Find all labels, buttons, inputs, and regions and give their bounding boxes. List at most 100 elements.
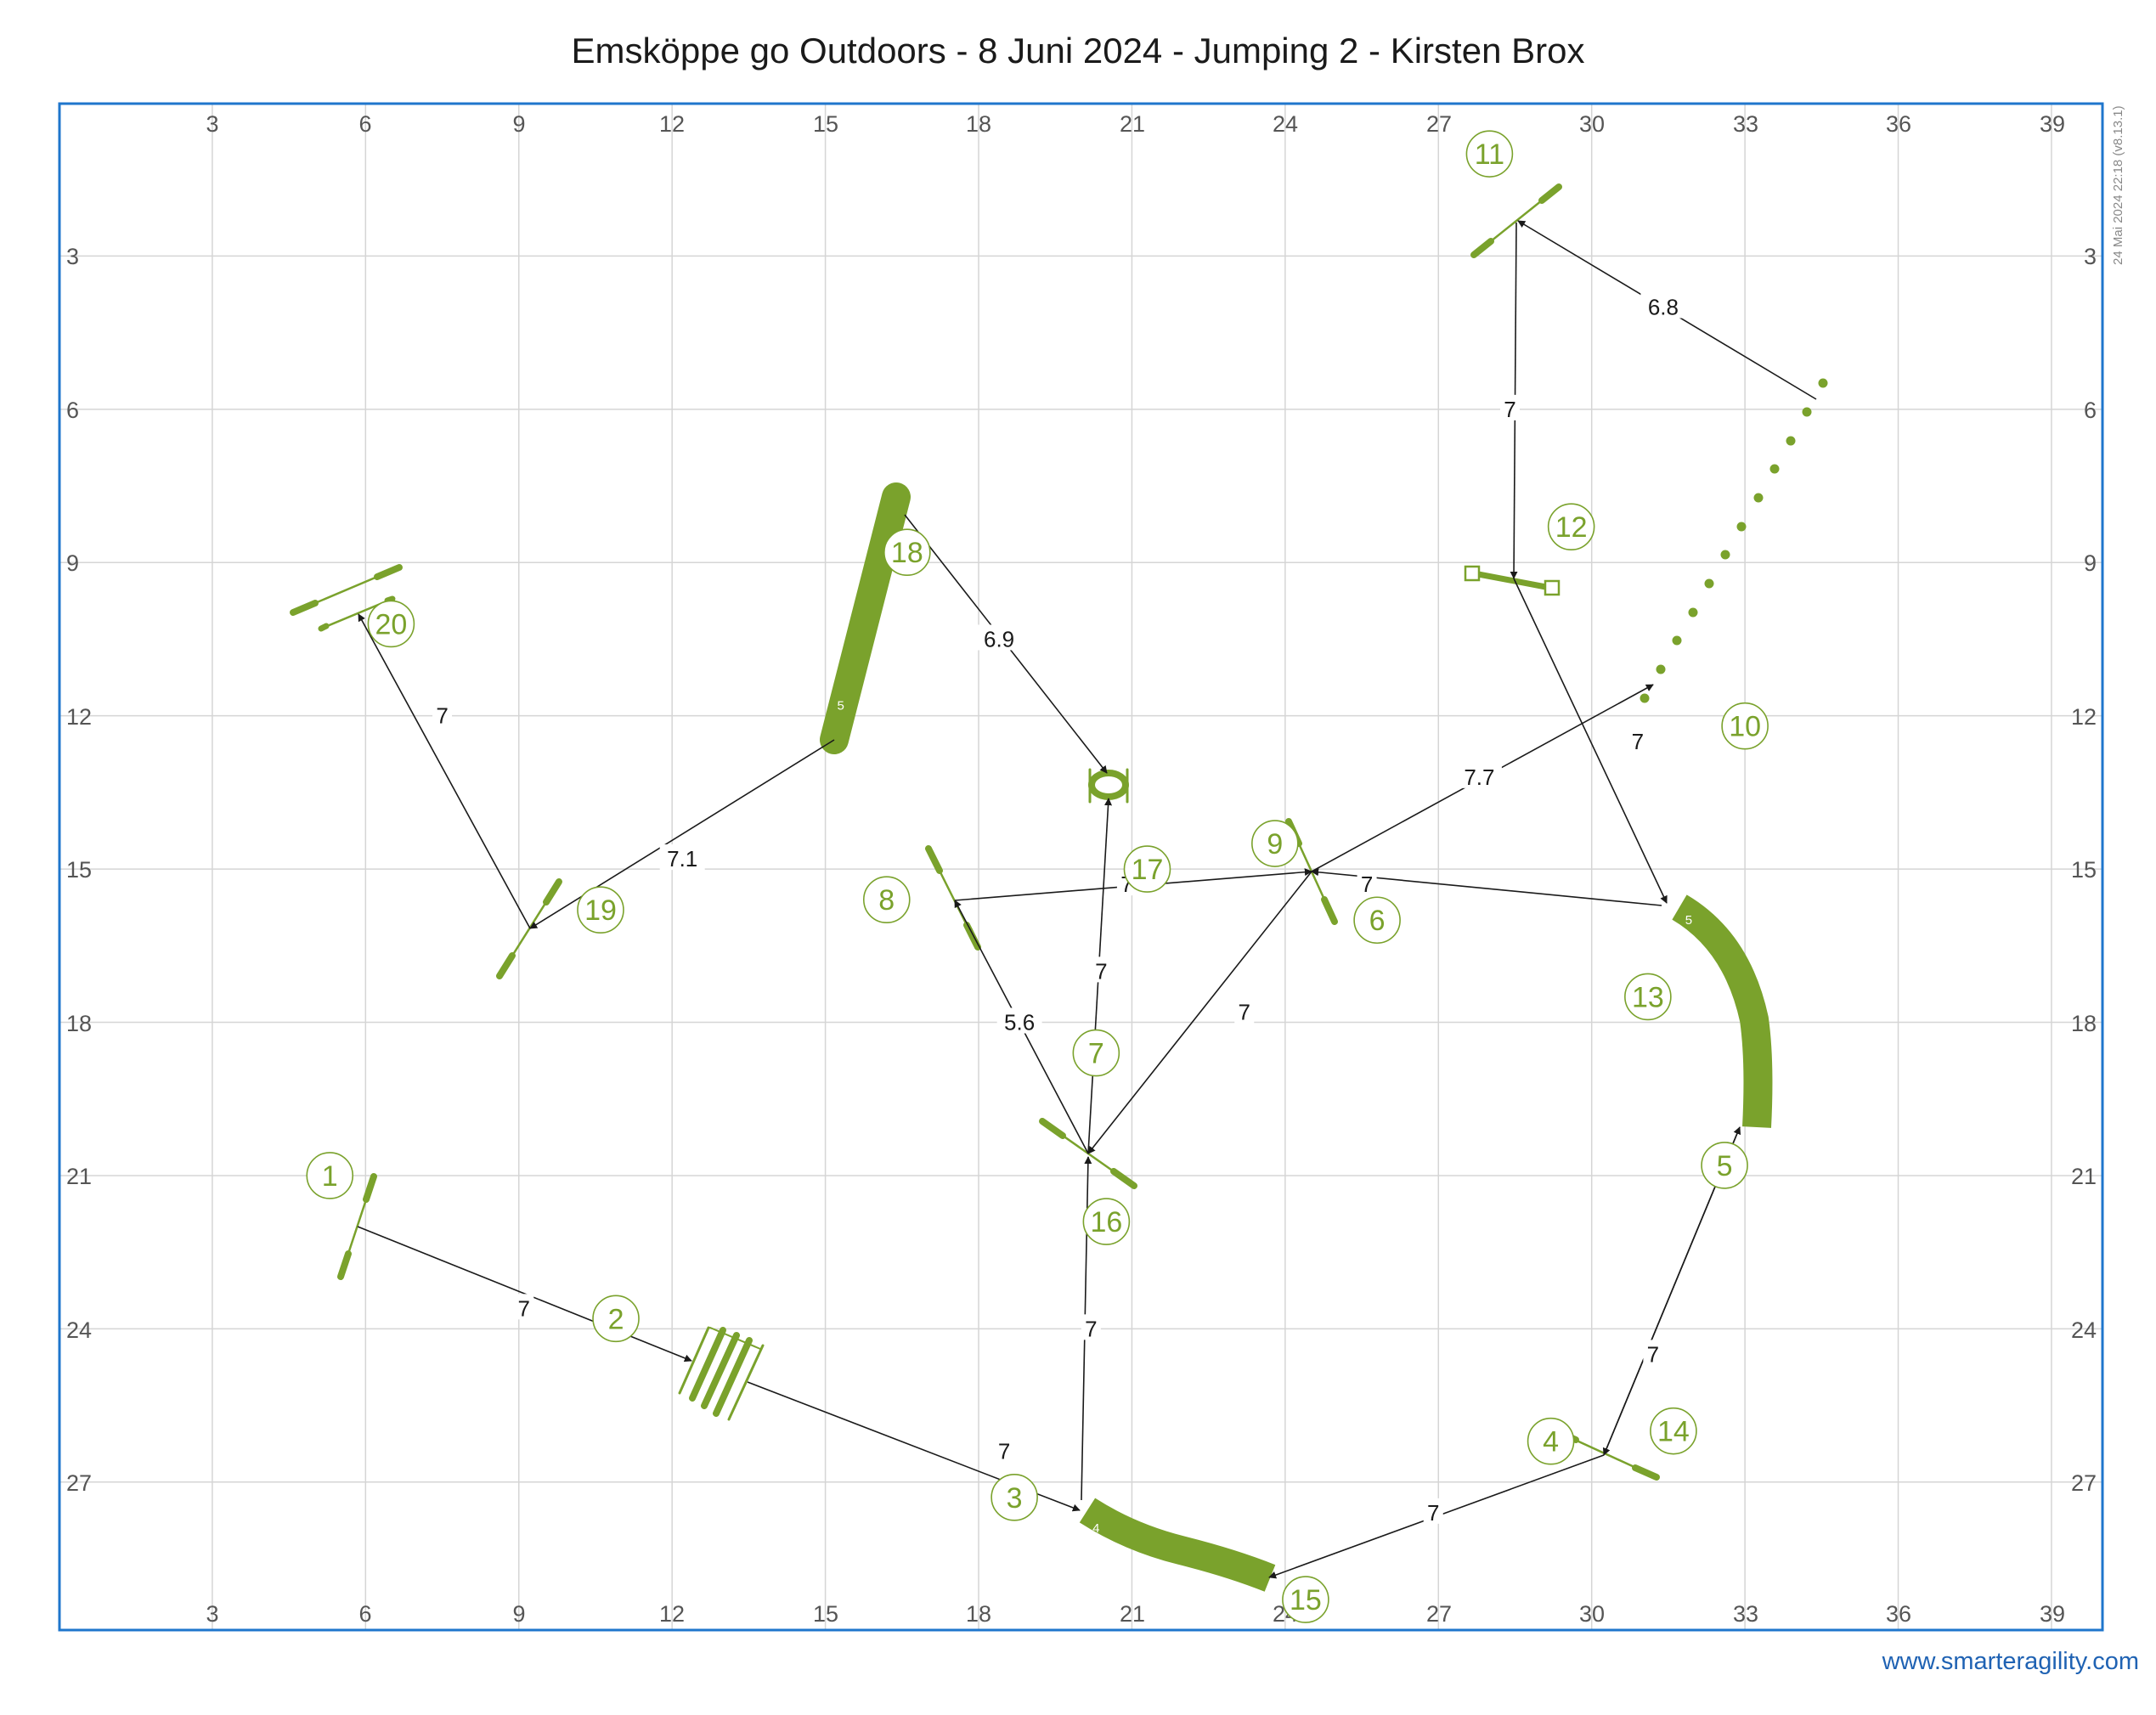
distance-label: 7 [998,1439,1010,1464]
obstacle-number: 2 [608,1303,624,1335]
y-label-left-12: 12 [66,704,92,730]
x-label-bottom-33: 33 [1733,1601,1758,1627]
x-label-bottom-3: 3 [206,1601,218,1627]
obstacle-number-circle [1282,1576,1329,1623]
obstacle-number: 12 [1555,511,1588,544]
obstacle-number-circle [1624,973,1672,1021]
obstacle-number-circle [1701,1142,1748,1189]
x-label-top-30: 30 [1579,111,1605,137]
y-label-right-6: 6 [2084,398,2097,423]
obstacle-number: 13 [1632,981,1664,1013]
obstacle-number: 11 [1475,138,1504,171]
path-18-19 [529,739,835,929]
tunnel-length-label: 5 [1685,913,1692,928]
distance-label: 7.7 [1464,764,1494,790]
distance-label-bg [1423,1498,1443,1524]
y-label-left-21: 21 [66,1164,92,1189]
obstacle-number-circle [1547,503,1595,550]
distance-label: 7 [518,1295,530,1321]
obstacle-number-circle [1353,896,1401,945]
y-label-left-18: 18 [66,1011,92,1036]
distance-label-bg [514,1294,534,1320]
x-label-bottom-12: 12 [659,1601,685,1627]
distance-label: 7 [1085,1316,1097,1341]
distance-label: 7 [1361,872,1373,897]
tunnel-18 [820,482,911,754]
obstacle-number-circle [1721,702,1769,750]
x-label-top-12: 12 [659,111,685,137]
distance-label: 7 [1095,958,1107,984]
obstacle-number: 20 [375,608,407,640]
distance-label: 7.1 [667,846,697,872]
y-label-right-24: 24 [2071,1317,2097,1343]
obstacle-number: 18 [891,537,923,569]
spread-jump-2 [678,1326,765,1421]
x-label-bottom-15: 15 [813,1601,838,1627]
wall-12 [1464,565,1561,596]
x-label-bottom-30: 30 [1579,1601,1605,1627]
distance-label-bg [976,624,1022,651]
obstacle-number-circle [1465,130,1514,178]
distance-label: 7 [1504,397,1515,422]
obstacle-number: 16 [1090,1206,1122,1238]
distance-label: 6.8 [1648,295,1679,320]
distance-label-bg [432,701,453,727]
distance-label: 6.9 [984,626,1014,652]
x-label-top-15: 15 [813,111,838,137]
distance-label: 5.6 [1004,1010,1035,1035]
tunnel-labels: 4 5 5 [837,699,1692,1536]
obstacle-number: 1 [322,1160,338,1193]
distance-label-bg [1499,394,1520,420]
watermark-link[interactable]: www.smarteragility.com [1882,1648,2139,1675]
distance-label: 7 [436,703,448,729]
y-label-left-27: 27 [66,1470,92,1496]
y-label-left-15: 15 [66,857,92,883]
x-label-top-33: 33 [1733,111,1758,137]
distance-label-bg [1628,726,1648,753]
obstacle-number-circle [1072,1029,1120,1077]
obstacle-number-circle [1082,1198,1131,1245]
path-6-16 [1087,871,1312,1154]
tunnel-5-13 [1672,894,1773,1128]
x-label-bottom-9: 9 [512,1601,525,1627]
path-19-20 [358,613,531,929]
distance-label-bg [1091,956,1111,983]
jump-19 [496,878,562,979]
y-label-right-27: 27 [2071,1470,2097,1496]
x-label-bottom-21: 21 [1120,1601,1145,1627]
y-label-right-18: 18 [2071,1011,2097,1036]
x-label-top-6: 6 [358,111,371,137]
obstacle-number: 3 [1007,1482,1023,1515]
distance-labels: 7 7 7 7 7 7 7 7 5.6 7 7.7 6.8 7 7 6.9 7.1 7 [432,292,1686,1526]
tire-17 [1088,768,1129,804]
obstacle-number: 4 [1543,1426,1559,1458]
y-label-right-9: 9 [2084,550,2097,576]
obstacle-number-circle [367,600,415,648]
obstacle-number-circle [1251,820,1299,867]
distance-label-bg [996,1007,1042,1034]
y-label-right-12: 12 [2071,704,2097,730]
weave-poles-10 [1640,378,1828,703]
distance-label-bg [1357,870,1377,896]
obstacle-number: 10 [1729,711,1761,743]
field-border [58,102,2104,1632]
obstacles [290,183,1828,1592]
obstacle-number: 15 [1290,1584,1322,1616]
obstacle-number-circle [577,886,624,934]
path-12-13 [1513,578,1668,904]
axis-labels: 3 6 9 12 15 18 21 24 27 30 33 36 39 3 6 … [66,111,2097,1627]
obstacle-number: 9 [1267,828,1283,860]
y-label-left-9: 9 [66,550,79,576]
version-stamp: 24 Mai 2024 22:18 (v8.13.1) [2111,105,2125,265]
distance-label: 7 [1632,729,1644,754]
distance-label-bg [1643,1340,1663,1366]
distance-label: 7 [1427,1500,1439,1526]
path-1-2 [357,1226,692,1362]
obstacle-number-circle [1650,1407,1697,1455]
obstacle-number-circle [883,528,931,577]
obstacle-number-circle [1123,845,1171,893]
jump-11 [1470,183,1562,258]
jump-1 [337,1173,377,1280]
